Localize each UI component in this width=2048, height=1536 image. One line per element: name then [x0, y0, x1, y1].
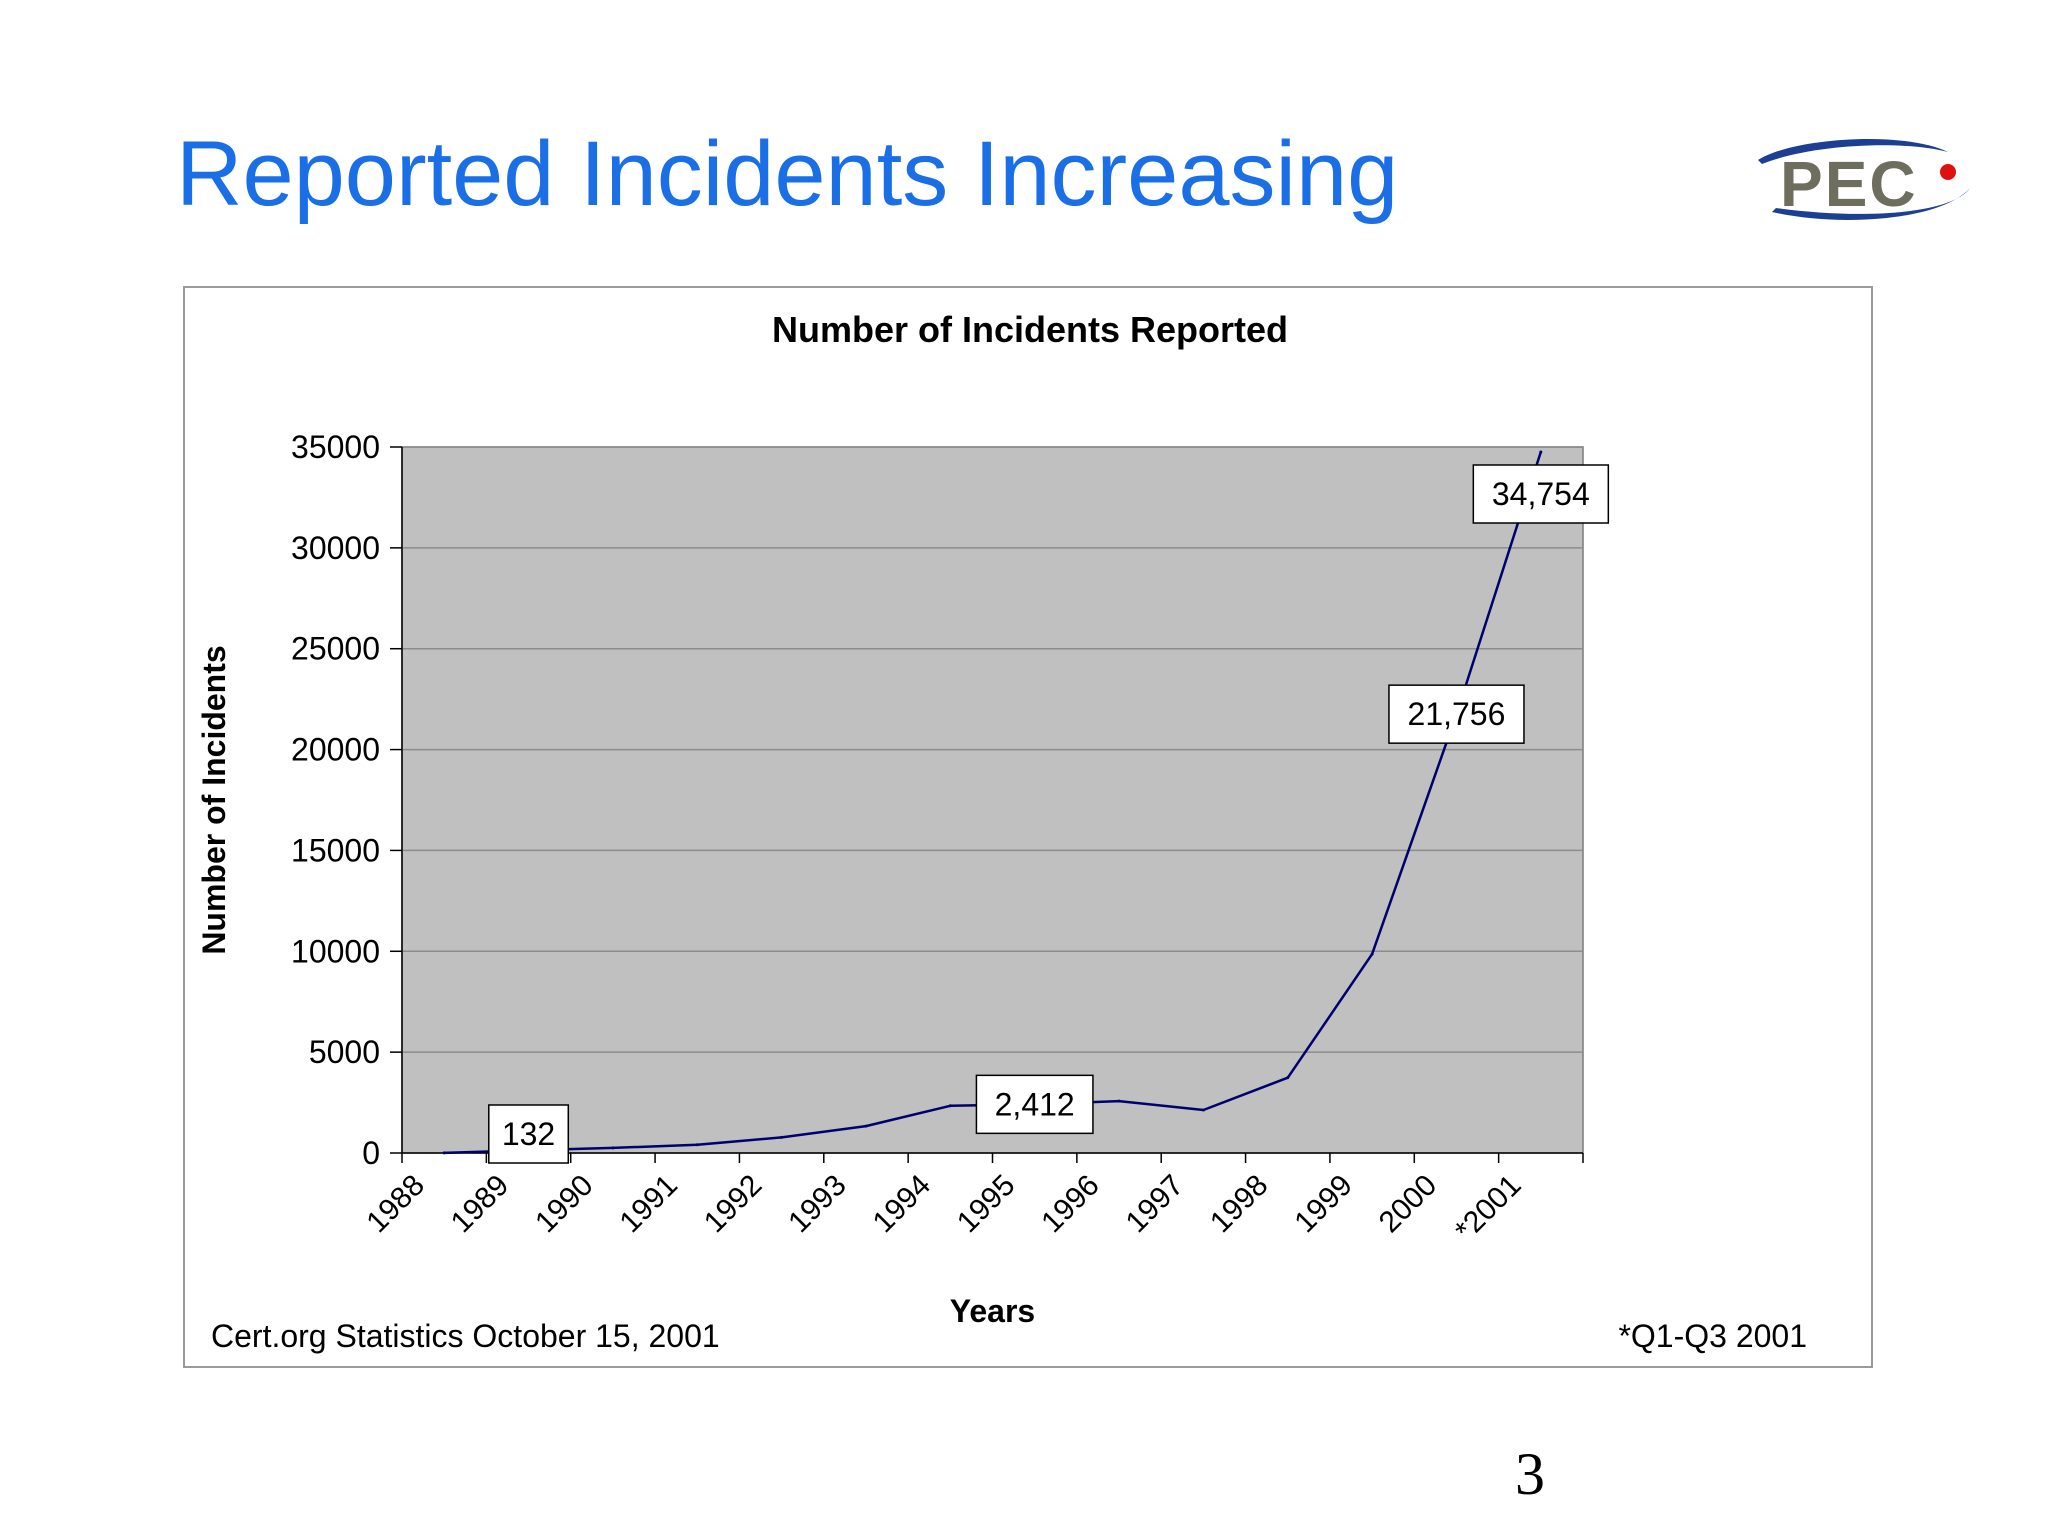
- plot-area: [401, 446, 1584, 1154]
- chart-title: Number of Incidents Reported: [772, 309, 1288, 350]
- y-tick-label: 30000: [291, 530, 380, 566]
- chart-frame: Number of Incidents Reported 0 5000 10000 15…: [183, 286, 1873, 1368]
- y-tick-label: 15000: [291, 832, 380, 868]
- x-tick-label: 1993: [782, 1169, 853, 1240]
- data-point: [1370, 952, 1374, 956]
- footnote: *Q1-Q3 2001: [1618, 1318, 1807, 1354]
- x-tick-label: 1999: [1288, 1169, 1359, 1240]
- data-label: 34,754: [1492, 476, 1590, 512]
- x-tick-label: 1998: [1204, 1169, 1275, 1240]
- data-label: 21,756: [1408, 696, 1506, 732]
- y-tick-label: 10000: [291, 933, 380, 969]
- data-point: [780, 1135, 784, 1139]
- x-tick-label: 2000: [1373, 1169, 1444, 1240]
- y-tick-label: 5000: [309, 1034, 380, 1070]
- y-tick-label: 35000: [291, 429, 380, 465]
- data-point: [611, 1146, 615, 1150]
- data-label: 132: [502, 1116, 555, 1152]
- data-point: [864, 1124, 868, 1128]
- callout: 2,412: [975, 1074, 1094, 1135]
- data-point: [1117, 1099, 1121, 1103]
- slide-title: Reported Incidents Increasing: [176, 123, 1399, 225]
- y-axis-label: Number of Incidents: [196, 645, 232, 954]
- x-tick-label: 1997: [1120, 1169, 1191, 1240]
- data-point: [948, 1104, 952, 1108]
- x-tick-label: 1989: [445, 1169, 516, 1240]
- x-axis-label: Years: [950, 1293, 1035, 1329]
- data-point: [695, 1143, 699, 1147]
- callout: 132: [488, 1104, 570, 1164]
- pec-logo: PEC: [1758, 138, 1970, 220]
- x-tick-label: 1992: [698, 1169, 769, 1240]
- data-point: [1286, 1076, 1290, 1080]
- x-tick-label: *2001: [1449, 1169, 1528, 1248]
- callout-box: [488, 1104, 570, 1164]
- data-point: [1539, 450, 1543, 454]
- y-tick-label: 20000: [291, 732, 380, 768]
- source-note: Cert.org Statistics October 15, 2001: [211, 1318, 720, 1354]
- data-point: [442, 1151, 446, 1155]
- callout-box: [1472, 464, 1610, 524]
- callout-box: [1388, 684, 1525, 744]
- line-chart: Number of Incidents Reported 0 5000 10000 15…: [196, 309, 1610, 1329]
- x-tick-label: 1988: [360, 1169, 431, 1240]
- callout: 34,754: [1472, 464, 1610, 524]
- y-tick-label: 0: [362, 1135, 380, 1171]
- x-tick-label: 1991: [613, 1169, 684, 1240]
- x-tick-label: 1994: [867, 1169, 938, 1240]
- pec-logo-text: PEC: [1780, 148, 1918, 220]
- data-point: [1201, 1108, 1205, 1112]
- data-label: 2,412: [995, 1086, 1075, 1122]
- callout-box: [975, 1074, 1094, 1135]
- x-tick-label: 1995: [951, 1169, 1022, 1240]
- y-tick-label: 25000: [291, 631, 380, 667]
- x-tick-label: 1996: [1035, 1169, 1106, 1240]
- callout: 21,756: [1388, 684, 1525, 744]
- page-number: 3: [1515, 1441, 1545, 1507]
- x-tick-label: 1990: [529, 1169, 600, 1240]
